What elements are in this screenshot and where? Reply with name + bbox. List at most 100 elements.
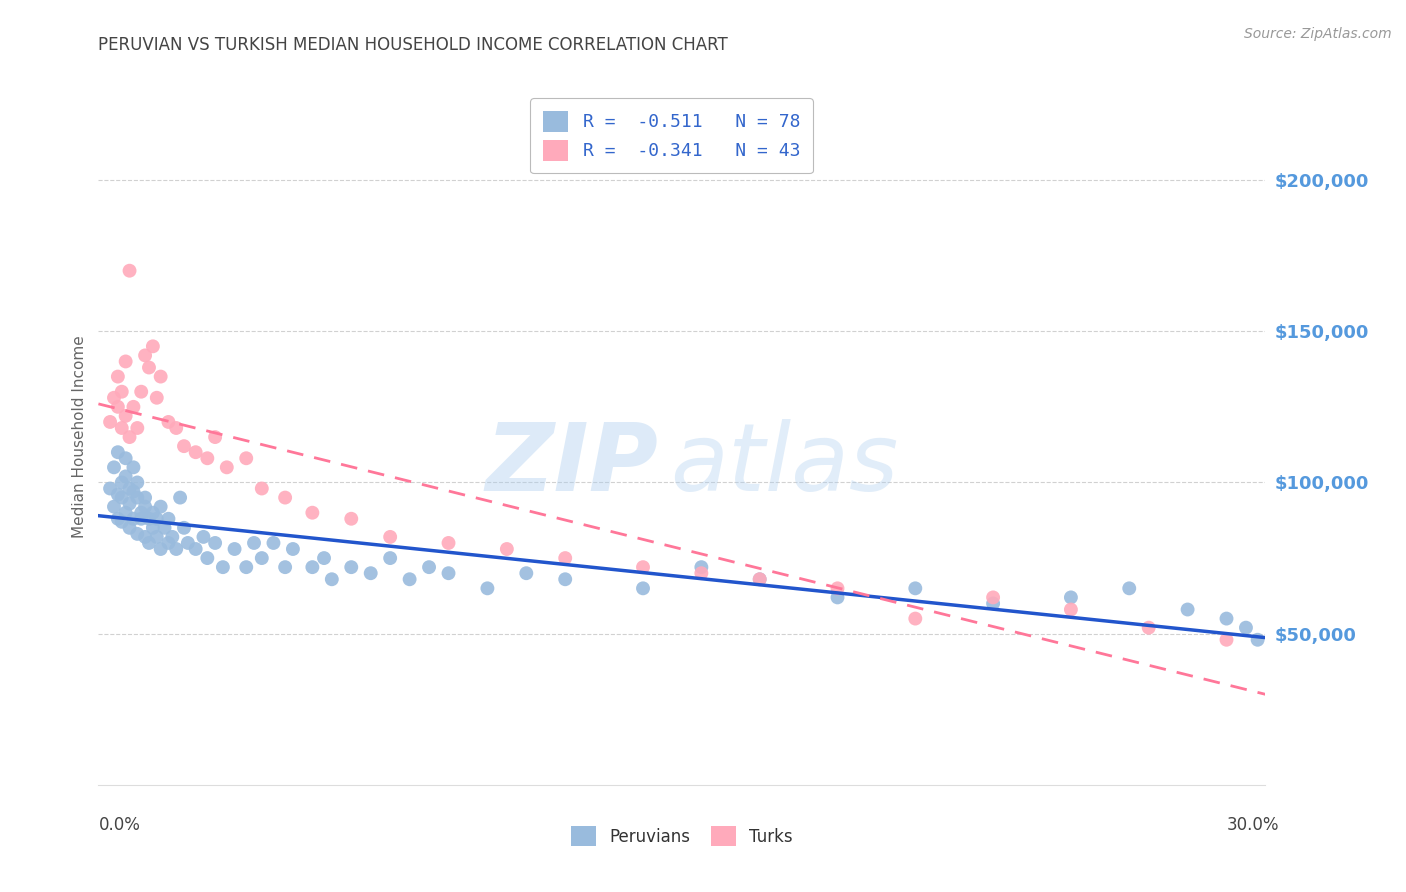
Point (631, 560, 654, 574)
Point (748, 572, 770, 586)
Point (149, 541, 172, 556)
Point (250, 551, 273, 566)
Point (904, 611, 927, 625)
Point (129, 384, 152, 399)
Point (437, 566, 460, 581)
Point (340, 560, 363, 574)
Point (301, 560, 323, 574)
Point (193, 530, 215, 544)
Point (631, 582, 654, 596)
Point (195, 551, 218, 566)
Point (107, 445, 129, 459)
Point (111, 421, 134, 435)
Point (107, 369, 129, 384)
Point (184, 541, 207, 556)
Point (114, 506, 136, 520)
Point (204, 536, 226, 550)
Point (138, 512, 160, 526)
Point (134, 491, 156, 505)
Point (274, 491, 297, 505)
Point (114, 409, 136, 423)
Point (360, 566, 382, 581)
Point (1060, 602, 1083, 616)
Point (515, 566, 537, 581)
Point (1246, 632, 1268, 647)
Point (129, 512, 152, 526)
Y-axis label: Median Household Income: Median Household Income (72, 335, 87, 539)
Point (301, 506, 323, 520)
Point (235, 451, 257, 466)
Point (134, 530, 156, 544)
Point (380, 530, 402, 544)
Point (98, 415, 121, 429)
Point (107, 487, 129, 501)
Point (321, 572, 343, 586)
Point (142, 506, 165, 520)
Point (134, 348, 156, 362)
Point (1118, 582, 1140, 596)
Point (142, 339, 165, 353)
Point (157, 415, 180, 429)
Point (418, 560, 440, 574)
Point (274, 560, 297, 574)
Point (169, 491, 191, 505)
Point (118, 521, 141, 535)
Point (398, 572, 420, 586)
Point (153, 521, 176, 535)
Point (146, 530, 169, 544)
Point (173, 439, 195, 453)
Point (103, 460, 125, 475)
Point (904, 582, 927, 596)
Point (127, 491, 149, 505)
Point (243, 536, 266, 550)
Point (157, 512, 180, 526)
Point (690, 566, 713, 581)
Point (127, 475, 149, 490)
Point (122, 484, 145, 499)
Point (215, 460, 238, 475)
Point (129, 506, 152, 520)
Point (827, 591, 849, 605)
Point (184, 445, 207, 459)
Point (281, 541, 304, 556)
Point (690, 560, 713, 574)
Text: ZIP: ZIP (485, 419, 658, 511)
Point (177, 536, 200, 550)
Point (138, 360, 160, 375)
Legend: Peruvians, Turks: Peruvians, Turks (565, 820, 799, 853)
Point (149, 500, 172, 514)
Point (149, 369, 172, 384)
Point (122, 512, 145, 526)
Point (107, 400, 129, 414)
Point (1215, 632, 1237, 647)
Point (127, 527, 149, 541)
Point (118, 497, 141, 511)
Point (340, 512, 363, 526)
Point (122, 400, 145, 414)
Point (554, 551, 576, 566)
Point (111, 384, 134, 399)
Point (827, 582, 849, 596)
Point (477, 582, 499, 596)
Point (981, 591, 1004, 605)
Point (437, 536, 460, 550)
Point (127, 421, 149, 435)
Point (554, 572, 576, 586)
Text: atlas: atlas (671, 419, 898, 510)
Point (212, 560, 235, 574)
Point (114, 451, 136, 466)
Point (114, 469, 136, 483)
Point (1234, 621, 1257, 635)
Point (1060, 591, 1083, 605)
Point (1137, 621, 1160, 635)
Point (146, 512, 169, 526)
Point (98, 482, 121, 496)
Text: 30.0%: 30.0% (1227, 816, 1279, 834)
Point (157, 536, 180, 550)
Point (250, 482, 273, 496)
Point (312, 551, 335, 566)
Text: Source: ZipAtlas.com: Source: ZipAtlas.com (1244, 27, 1392, 41)
Point (981, 597, 1004, 611)
Point (103, 391, 125, 405)
Point (235, 560, 257, 574)
